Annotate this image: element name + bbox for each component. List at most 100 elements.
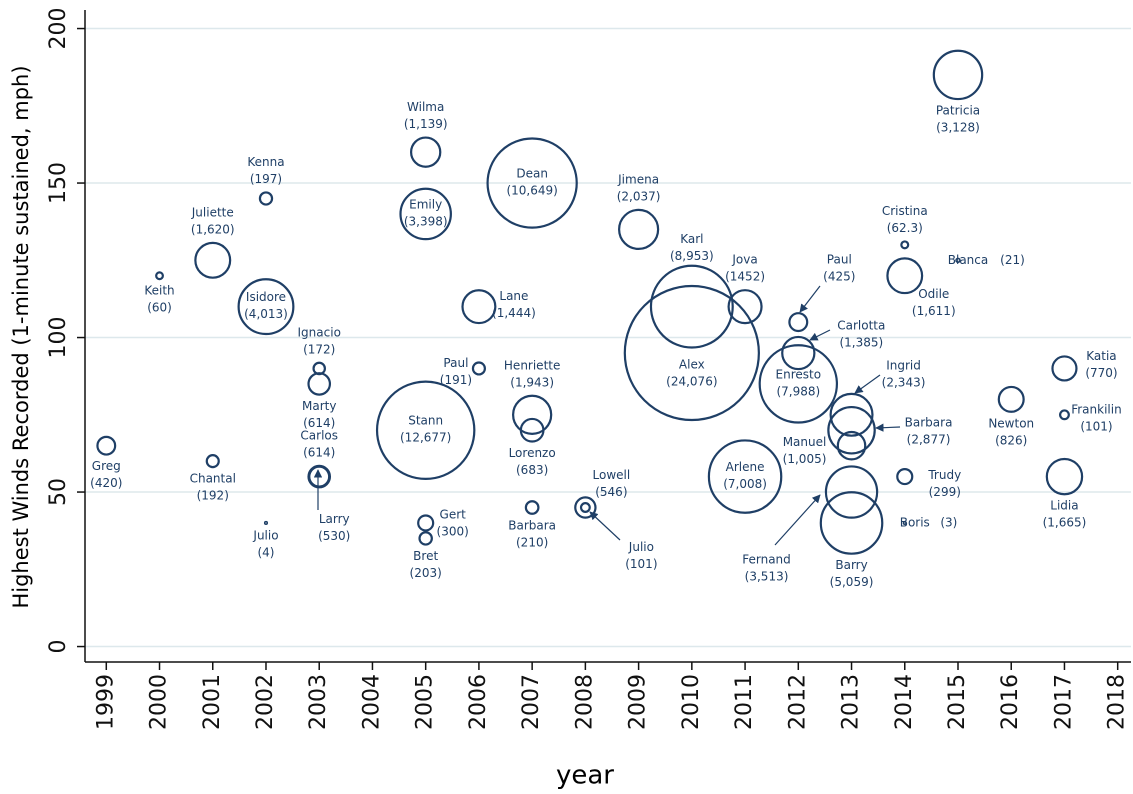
bubble-label: Lowell — [593, 468, 631, 482]
arrow — [875, 423, 901, 432]
y-tick-label: 150 — [46, 162, 71, 204]
bubble-label: Wilma — [407, 100, 444, 114]
bubble-value-label: (7,988) — [776, 384, 820, 398]
bubble-value-label: (300) — [437, 524, 469, 538]
bubble — [574, 496, 597, 519]
bubble-label: Odile — [918, 287, 949, 301]
bubble-label: Lane — [499, 289, 528, 303]
bubble-label: Karl — [680, 232, 703, 246]
bubble-label: Bret — [413, 549, 438, 563]
bubble-label: Carlotta — [837, 318, 885, 332]
x-tick-label: 2004 — [359, 674, 384, 730]
bubble-value-label: (62.3) — [887, 221, 923, 235]
bubble-value-label: (1,385) — [839, 335, 883, 349]
bubble — [418, 531, 433, 546]
x-tick-label: 2017 — [1051, 674, 1076, 730]
bubble-label: Patricia — [936, 104, 980, 118]
bubble — [788, 312, 809, 333]
bubble-value-label: (210) — [516, 535, 548, 549]
bubble — [900, 240, 910, 250]
bubble-value-label: (10,649) — [506, 184, 557, 198]
y-tick-label: 100 — [46, 317, 71, 359]
bubble-label: Marty — [302, 399, 336, 413]
bubble-value-label: (2,343) — [882, 375, 926, 389]
bubble — [155, 271, 164, 281]
bubble-value-label: (101) — [625, 557, 657, 571]
arrow — [809, 329, 831, 341]
arrow — [589, 511, 621, 541]
bubble-label: Carlos — [300, 428, 338, 442]
bubble-label: Manuel — [783, 435, 827, 449]
bubble-value-label: (614) — [303, 445, 335, 459]
bubble-value-label: (614) — [303, 416, 335, 430]
bubble — [512, 394, 553, 435]
bubble-value-label: (425) — [823, 270, 855, 284]
x-tick-label: 2016 — [998, 674, 1023, 730]
x-tick-label: 2003 — [306, 674, 331, 730]
bubble-value-label: (2,877) — [907, 433, 951, 447]
x-tick-label: 2005 — [413, 674, 438, 730]
bubble-value-label: (60) — [147, 301, 172, 315]
x-tick-label: 2002 — [253, 674, 278, 730]
bubble-value-label: (12,677) — [400, 431, 451, 445]
bubble-label: Kenna — [247, 155, 284, 169]
bubble — [1045, 457, 1084, 496]
bubble-value-label: (192) — [197, 489, 229, 503]
bubble-label: Arlene — [726, 460, 765, 474]
x-tick-label: 2015 — [945, 674, 970, 730]
bubble-value-label: (197) — [250, 172, 282, 186]
x-axis-label: year — [556, 761, 614, 791]
bubble-label: Stann — [408, 414, 443, 428]
bubble — [237, 278, 295, 336]
x-tick-label: 2008 — [572, 674, 597, 730]
bubble — [781, 335, 816, 371]
bubble — [205, 454, 220, 469]
bubble-value-label: (191) — [440, 373, 472, 387]
bubble-label: Lidia — [1050, 499, 1078, 513]
bubble — [519, 417, 545, 443]
bubble — [1051, 355, 1078, 382]
bubble — [308, 465, 331, 488]
bubble — [375, 380, 476, 480]
bubble-label: Chantal — [190, 472, 236, 486]
bubble-label: Dean — [516, 167, 548, 181]
x-tick-label: 2018 — [1105, 674, 1130, 730]
bubble-value-label: (7,008) — [723, 477, 767, 491]
bubble-value-label: (1,611) — [912, 304, 956, 318]
bubble — [258, 191, 274, 206]
bubble-label: Paul — [827, 253, 852, 267]
bubble-value-label: (1,943) — [510, 375, 554, 389]
bubble-value-label: (21) — [1000, 253, 1025, 267]
bubble — [524, 500, 540, 515]
bubble — [997, 385, 1025, 413]
bubble-value-label: (4,013) — [244, 307, 288, 321]
arrow — [774, 494, 821, 546]
x-tick-label: 2007 — [519, 674, 544, 730]
bubble-value-label: (826) — [995, 433, 1027, 447]
x-tick-label: 2006 — [466, 674, 491, 730]
x-tick-label: 2014 — [892, 674, 917, 730]
bubble-label: Frankilin — [1071, 402, 1121, 416]
bubble-label: Ignacio — [298, 325, 341, 339]
bubble-value-label: (1,139) — [404, 117, 448, 131]
bubble-label: Julio — [628, 540, 654, 554]
bubble-value-label: (4) — [257, 546, 274, 560]
bubble — [263, 520, 269, 525]
bubble — [727, 289, 763, 325]
x-tick-label: 2010 — [679, 674, 704, 730]
x-tick-label: 2001 — [200, 674, 225, 730]
arrow — [799, 285, 821, 313]
bubble-label: Trudy — [927, 468, 961, 482]
bubble — [896, 468, 914, 486]
bubble-value-label: (203) — [410, 566, 442, 580]
bubble-value-label: (1452) — [725, 270, 765, 284]
bubble-label: Emily — [409, 197, 442, 211]
bubble-label: Henriette — [504, 358, 560, 372]
bubble-value-label: (2,037) — [617, 189, 661, 203]
bubble — [824, 465, 879, 519]
bubble — [819, 491, 884, 555]
bubble — [707, 439, 783, 514]
x-tick-label: 2011 — [732, 674, 757, 730]
bubble-value-label: (3,128) — [936, 121, 980, 135]
